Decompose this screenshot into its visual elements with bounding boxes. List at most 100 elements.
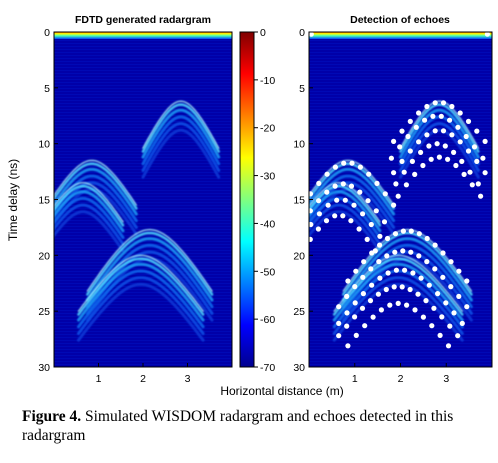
background-stripe bbox=[54, 88, 232, 89]
echo-hyperbola-0 bbox=[399, 103, 480, 153]
echo-dot bbox=[391, 170, 397, 176]
echo-dot bbox=[416, 139, 422, 145]
echo-dot bbox=[424, 235, 430, 242]
echo-dot bbox=[440, 100, 447, 106]
echo-dot bbox=[416, 231, 422, 237]
echo-hyperbola-4 bbox=[332, 262, 464, 322]
echo-dot bbox=[428, 156, 434, 162]
echo-dot bbox=[374, 180, 380, 186]
background-stripe bbox=[309, 76, 492, 77]
echo-dot bbox=[424, 259, 430, 265]
background-stripe bbox=[309, 112, 492, 113]
echo-hyperbola-1 bbox=[54, 167, 138, 216]
echo-dot bbox=[456, 268, 462, 274]
echo-dot bbox=[459, 158, 465, 164]
background-stripe bbox=[54, 112, 232, 113]
x-tick-label: 1 bbox=[352, 373, 358, 385]
echo-dot bbox=[360, 274, 366, 280]
echo-dot bbox=[360, 291, 366, 297]
background-stripe bbox=[309, 190, 492, 191]
echo-hyperbola-4 bbox=[77, 269, 205, 329]
echo-dot bbox=[357, 164, 363, 170]
echo-dot bbox=[375, 291, 381, 297]
echo-dot bbox=[464, 304, 470, 310]
echo-dot bbox=[344, 310, 350, 316]
background-stripe bbox=[54, 262, 232, 263]
background-stripe bbox=[309, 55, 492, 56]
echo-dot bbox=[456, 293, 462, 299]
echo-dot bbox=[393, 267, 399, 273]
background-stripe bbox=[309, 298, 492, 299]
background-stripe bbox=[54, 352, 232, 353]
echo-hyperbola-0 bbox=[399, 128, 480, 179]
echo-dot bbox=[426, 282, 432, 288]
echo-dot bbox=[348, 183, 355, 189]
background-stripe bbox=[309, 97, 492, 98]
echo-dot bbox=[377, 233, 383, 239]
background-stripe bbox=[54, 118, 232, 119]
background-stripe bbox=[54, 337, 232, 338]
background-stripe bbox=[54, 82, 232, 83]
echo-dot bbox=[345, 278, 351, 284]
y-tick-label: 20 bbox=[293, 250, 305, 262]
echo-dot bbox=[412, 171, 418, 177]
echo-dot bbox=[416, 110, 422, 116]
background-stripe bbox=[309, 49, 492, 50]
echo-dot bbox=[360, 211, 366, 217]
background-stripe bbox=[309, 256, 492, 257]
background-stripe bbox=[309, 295, 492, 296]
echo-dot bbox=[353, 268, 359, 274]
x-tick-label: 3 bbox=[443, 373, 449, 385]
echo-dot bbox=[424, 132, 430, 138]
background-stripe bbox=[54, 235, 232, 236]
echo-dot bbox=[440, 274, 446, 280]
echo-hyperbola-4 bbox=[332, 276, 464, 335]
echo-dot bbox=[357, 189, 363, 195]
echo-dot bbox=[410, 270, 416, 276]
echo-dot bbox=[463, 133, 469, 140]
background-stripe bbox=[54, 196, 232, 197]
background-stripe bbox=[54, 211, 232, 212]
background-stripe bbox=[309, 331, 492, 332]
echo-dot bbox=[413, 124, 419, 130]
background-stripe bbox=[309, 232, 492, 233]
echo-dot bbox=[459, 320, 465, 326]
echo-hyperbola-2 bbox=[54, 190, 125, 233]
background-stripe bbox=[54, 343, 232, 344]
echo-dot bbox=[440, 250, 446, 256]
echo-dot bbox=[376, 259, 382, 265]
background-stripe bbox=[309, 67, 492, 68]
left-stripes bbox=[54, 40, 232, 365]
background-stripe bbox=[309, 235, 492, 236]
background-stripe bbox=[54, 361, 232, 362]
background-stripe bbox=[54, 136, 232, 137]
echo-hyperbola-1 bbox=[309, 167, 396, 216]
background-stripe bbox=[309, 211, 492, 212]
echo-dot bbox=[348, 218, 354, 224]
echo-dot bbox=[480, 155, 486, 161]
background-stripe bbox=[54, 232, 232, 233]
background-stripe bbox=[309, 199, 492, 200]
echo-dot bbox=[316, 198, 322, 204]
echo-dot bbox=[420, 162, 426, 169]
background-stripe bbox=[54, 100, 232, 101]
echo-dot bbox=[457, 110, 463, 116]
background-stripe bbox=[54, 244, 232, 245]
echo-dot bbox=[300, 219, 305, 224]
background-stripe bbox=[309, 358, 492, 359]
colorbar: 0 -10 -20 -30 -40 -50 -60 -70 bbox=[239, 27, 275, 374]
echo-dot bbox=[315, 226, 321, 232]
background-stripe bbox=[54, 67, 232, 68]
background-stripe bbox=[54, 73, 232, 74]
background-stripe bbox=[54, 355, 232, 356]
echo-dot bbox=[403, 182, 409, 188]
echo-dot bbox=[437, 332, 443, 338]
echo-dot bbox=[400, 248, 406, 254]
background-stripe bbox=[309, 268, 492, 269]
echo-hyperbola-4 bbox=[77, 262, 205, 322]
background-stripe bbox=[309, 220, 492, 221]
background-stripe bbox=[309, 64, 492, 65]
echo-dot bbox=[351, 202, 357, 208]
background-stripe bbox=[54, 130, 232, 131]
echo-hyperbola-3 bbox=[85, 237, 214, 302]
